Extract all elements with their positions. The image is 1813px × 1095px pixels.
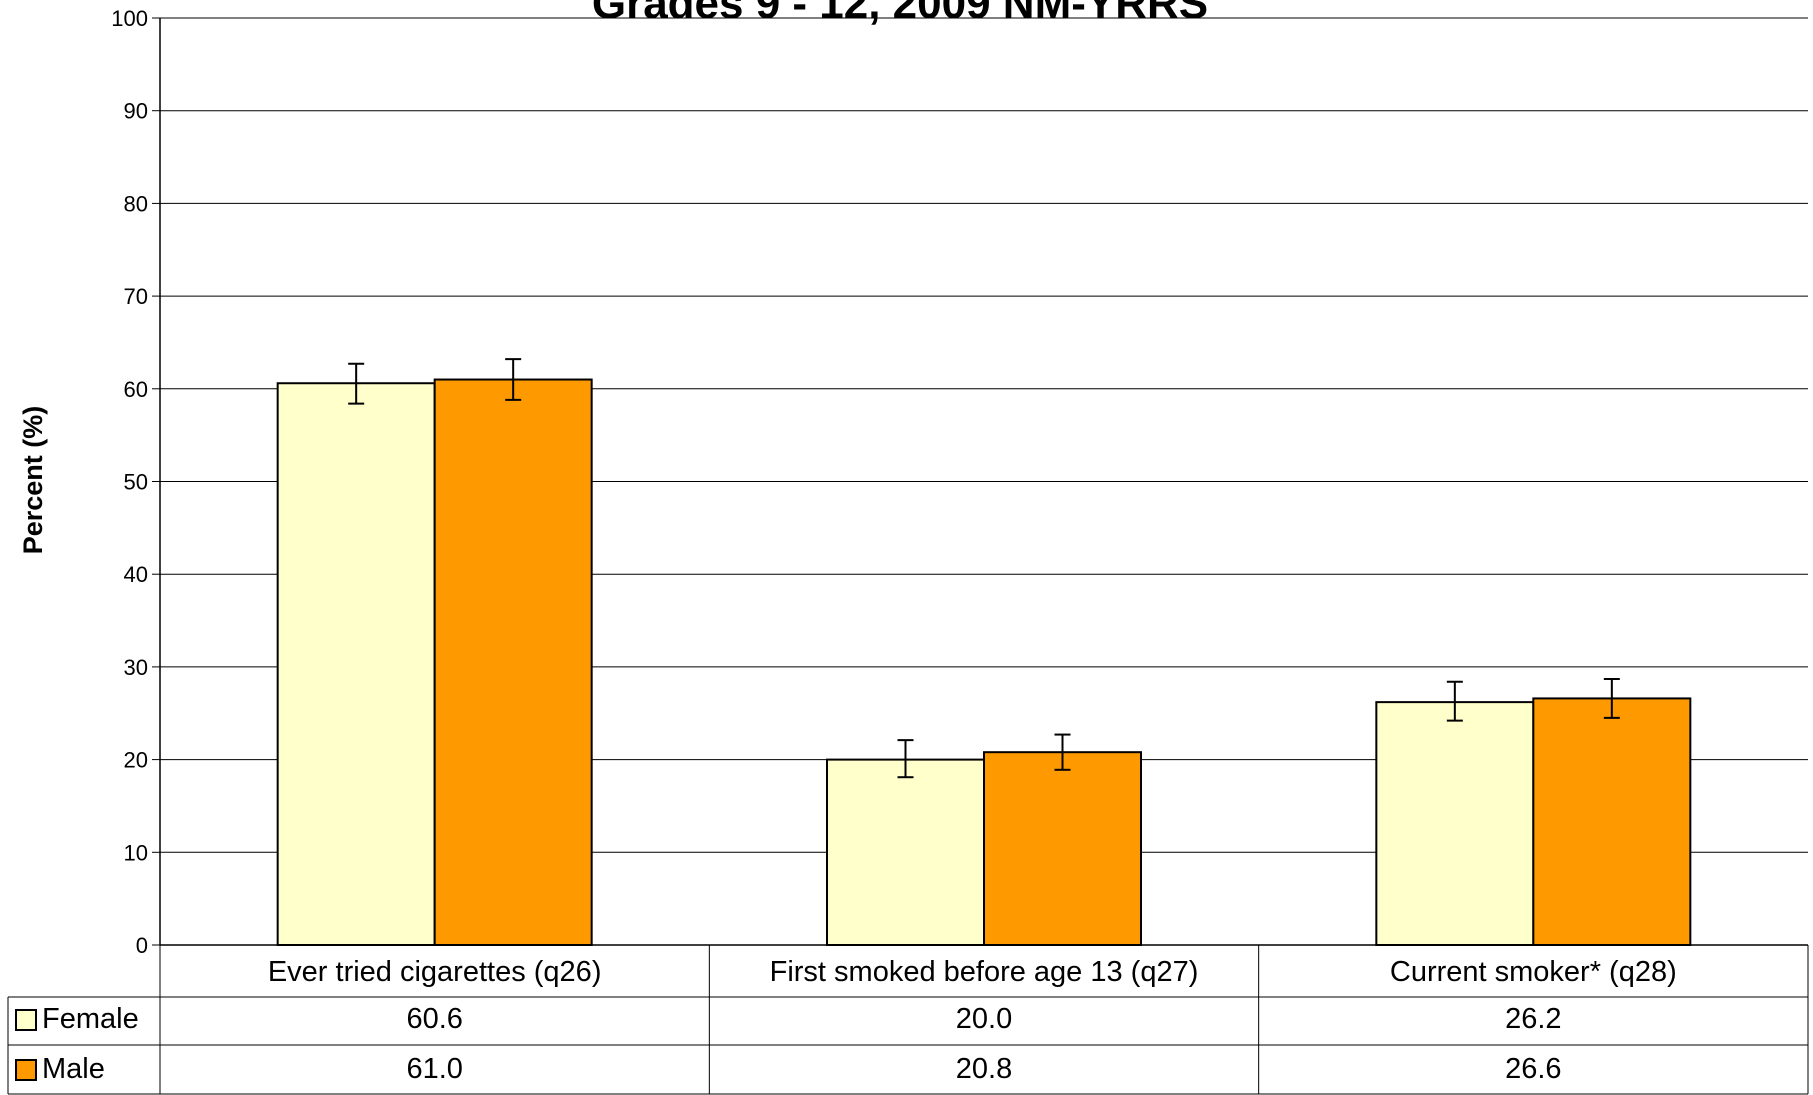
y-tick-label: 100 <box>111 6 148 31</box>
data-value: 60.6 <box>406 1003 462 1035</box>
y-tick-label: 60 <box>124 377 148 402</box>
bar-male <box>1532 697 1692 947</box>
y-tick-label: 40 <box>124 562 148 587</box>
y-tick-label: 70 <box>124 284 148 309</box>
category-label: First smoked before age 13 (q27) <box>770 956 1199 988</box>
y-tick-label: 20 <box>124 748 148 773</box>
bar-male <box>983 751 1142 947</box>
y-axis-ticks: 0 10 20 30 40 50 60 70 80 90 100 <box>111 6 160 958</box>
data-value: 26.6 <box>1505 1053 1561 1085</box>
legend-swatch-male <box>15 1059 37 1081</box>
bar-female <box>1375 701 1535 946</box>
category-label: Current smoker* (q28) <box>1390 956 1677 988</box>
y-tick-label: 30 <box>124 655 148 680</box>
data-table: Ever tried cigarettes (q26) First smoked … <box>7 945 1809 1095</box>
y-tick-label: 90 <box>124 99 148 124</box>
y-tick-label: 50 <box>124 470 148 495</box>
y-axis-label: Percent (%) <box>18 406 48 555</box>
bars <box>276 378 1692 947</box>
y-tick-label: 80 <box>124 191 148 216</box>
bar-female <box>826 758 985 946</box>
data-value: 20.8 <box>956 1053 1012 1085</box>
y-tick-label: 10 <box>124 840 148 865</box>
y-tick-label: 0 <box>136 933 148 958</box>
data-value: 61.0 <box>406 1053 462 1085</box>
data-value: 26.2 <box>1505 1003 1561 1035</box>
error-bars <box>348 358 1620 779</box>
bar-male <box>433 378 593 946</box>
category-label: Ever tried cigarettes (q26) <box>268 956 602 988</box>
legend-label: Female <box>42 1003 139 1035</box>
data-value: 20.0 <box>956 1003 1012 1035</box>
legend-label: Male <box>42 1053 105 1085</box>
legend-swatch-female <box>15 1009 37 1031</box>
bar-female <box>276 382 436 947</box>
chart-title: Grades 9 - 12, 2009 NM-YRRS <box>592 0 1208 28</box>
